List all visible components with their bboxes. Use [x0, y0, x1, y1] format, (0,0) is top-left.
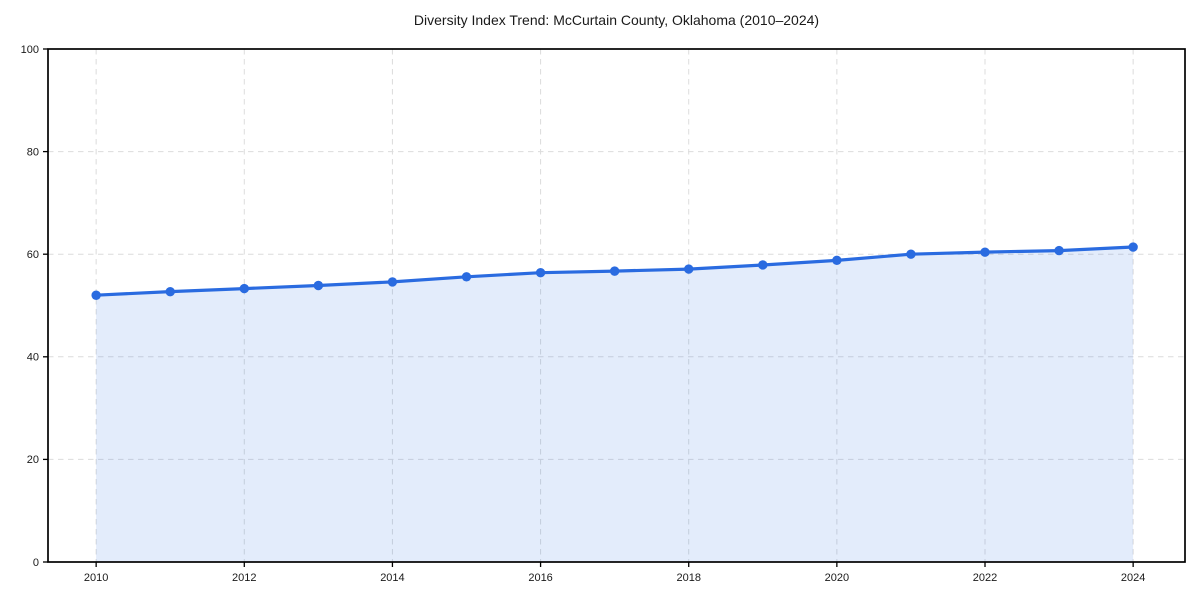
x-tick-label: 2024	[1121, 572, 1145, 584]
x-tick-label: 2016	[528, 572, 552, 584]
y-tick-label: 100	[21, 44, 39, 56]
y-tick-label: 60	[27, 249, 39, 261]
x-tick-label: 2010	[84, 572, 108, 584]
data-point	[609, 266, 620, 276]
data-point	[91, 290, 101, 300]
axis-tick-labels: 2010 2012 2014 2016 2018 2020 2022 2024 0 20 40 60 8…	[21, 44, 1146, 584]
data-point	[684, 264, 694, 274]
x-tick-label: 2012	[232, 572, 256, 584]
data-point	[387, 277, 398, 287]
y-tick-label: 20	[27, 454, 39, 466]
axis-ticks	[43, 48, 1134, 567]
data-point	[980, 247, 990, 257]
chart-title: Diversity Index Trend: McCurtain County,…	[413, 12, 820, 28]
data-point	[313, 280, 324, 291]
data-point	[758, 260, 768, 270]
data-point	[461, 272, 472, 282]
y-tick-label: 80	[27, 146, 39, 158]
data-point	[1128, 242, 1138, 252]
plot-border	[47, 48, 1186, 563]
area-fill	[96, 247, 1134, 562]
data-point	[906, 249, 916, 259]
data-point	[165, 286, 175, 297]
x-tick-label: 2020	[825, 572, 849, 584]
data-point-markers	[91, 242, 1138, 300]
y-tick-label: 0	[33, 557, 39, 569]
data-point	[832, 255, 842, 266]
x-tick-label: 2014	[380, 572, 404, 584]
data-point	[535, 267, 546, 278]
gridlines	[48, 48, 1185, 563]
y-tick-label: 40	[27, 352, 39, 364]
data-point	[239, 283, 249, 294]
x-tick-label: 2022	[973, 572, 997, 584]
x-tick-label: 2018	[676, 572, 700, 584]
data-point	[1054, 245, 1064, 256]
